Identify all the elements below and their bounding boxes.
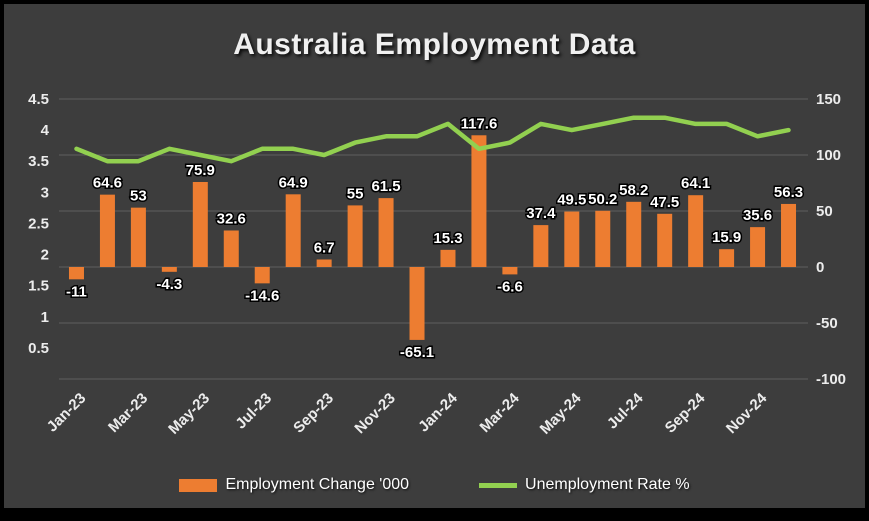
bar-value-label: -6.6 [497,278,523,295]
x-axis-label: Jan-24 [415,389,461,435]
bar-value-label: 15.9 [712,229,741,246]
x-axis-label: Nov-23 [351,390,398,437]
x-axis-label: Jul-23 [232,390,275,433]
left-axis-tick-label: 4 [41,122,50,139]
left-axis-tick-label: 1.5 [28,278,49,295]
legend-item-unemployment-rate[interactable]: Unemployment Rate % [479,476,690,494]
bar-value-label: 37.4 [526,205,556,222]
left-axis-tick-label: 2 [41,247,49,264]
employment-change-bar[interactable] [192,181,208,267]
employment-change-bar[interactable] [347,205,363,267]
employment-change-bar[interactable] [719,249,735,267]
bar-value-label: 49.5 [557,192,586,209]
x-axis-label: May-24 [537,389,585,437]
employment-change-bar[interactable] [750,227,766,267]
x-axis-label: Nov-24 [723,389,771,437]
x-axis-label: May-23 [165,390,213,438]
bar-value-label: 56.3 [774,184,803,201]
employment-change-bar[interactable] [657,213,673,267]
bar-value-label: 53 [130,188,147,205]
right-axis-tick-label: 0 [816,259,824,276]
employment-change-bar[interactable] [440,249,456,267]
x-axis-label: Jan-23 [44,390,90,436]
bar-value-label: 75.9 [186,162,215,179]
x-axis-label: Sep-24 [662,389,709,436]
employment-change-bar[interactable] [68,267,84,280]
right-axis-tick-label: -100 [816,371,846,388]
employment-change-bar[interactable] [99,194,115,267]
right-axis-tick-label: 50 [816,203,833,220]
bar-value-label: 117.6 [461,115,498,132]
employment-change-bar[interactable] [626,201,642,267]
line-series-swatch-icon [479,482,518,488]
employment-change-bar[interactable] [254,267,270,284]
bar-value-label: 64.6 [93,175,122,192]
legend-label-unemployment-rate: Unemployment Rate % [525,476,690,493]
bar-value-label: -11 [66,283,87,300]
bar-value-label: 64.9 [279,174,308,191]
employment-change-bar[interactable] [688,195,704,267]
bar-series-swatch-icon [179,478,218,492]
left-axis-tick-label: 3 [41,184,49,201]
employment-change-bar[interactable] [409,267,425,340]
bar-value-label: 32.6 [217,210,246,227]
employment-change-bar[interactable] [564,211,580,267]
left-axis-tick-label: 2.5 [28,215,49,232]
bar-value-label: 58.2 [619,182,648,199]
employment-change-bar[interactable] [223,230,239,267]
employment-change-bar[interactable] [533,225,549,267]
bar-value-label: 35.6 [743,207,772,224]
bar-value-label: 50.2 [588,191,617,208]
right-axis-tick-label: 100 [816,147,841,164]
bar-value-label: 6.7 [314,239,335,256]
chart-legend: Employment Change '000 Unemployment Rate… [4,476,865,494]
employment-change-bar[interactable] [316,259,332,267]
left-axis-tick-label: 0.5 [28,340,49,357]
x-axis-label: Mar-24 [477,389,524,436]
x-axis-label: Sep-23 [290,390,337,437]
bar-value-label: 15.3 [433,230,462,247]
left-axis-tick-label: 1 [41,309,49,326]
bar-value-label: -14.6 [245,287,279,304]
employment-change-bar[interactable] [130,207,146,267]
bar-value-label: 61.5 [371,178,400,195]
x-axis-label: Jul-24 [604,389,647,432]
legend-label-employment-change: Employment Change '000 [225,476,410,493]
bar-value-label: 55 [347,185,364,202]
left-axis-tick-label: 3.5 [28,153,49,170]
employment-change-bar[interactable] [502,267,518,275]
x-axis-label: Mar-23 [105,390,151,436]
employment-change-bar[interactable] [595,210,611,267]
employment-change-bar[interactable] [378,198,394,267]
unemployment-rate-line[interactable] [74,115,791,164]
employment-change-bar[interactable] [781,203,797,267]
employment-change-bar[interactable] [161,267,177,272]
bar-value-label: 47.5 [650,194,679,211]
right-axis-tick-label: -50 [816,315,838,332]
bar-value-label: 64.1 [681,175,710,192]
bar-value-label: -4.3 [156,276,182,293]
right-axis-tick-label: 150 [816,91,841,108]
employment-change-bar[interactable] [285,194,301,267]
bar-value-label: -65.1 [400,344,434,361]
chart-canvas[interactable]: 4.5 4 3.5 3 2.5 2 1.5 1 0.5 150 100 50 0 -50 -100 -11 64… [4,4,869,521]
chart-title: Australia Employment Data [233,28,636,61]
legend-item-employment-change[interactable]: Employment Change '000 [179,476,409,494]
employment-change-bar[interactable] [471,135,487,267]
left-axis-tick-label: 4.5 [28,91,49,108]
